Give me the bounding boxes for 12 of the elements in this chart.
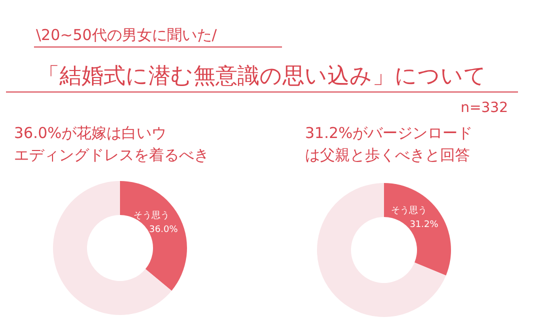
text: \20~50代の男女に聞いた/ bbox=[36, 26, 218, 44]
donut-slice bbox=[384, 183, 451, 276]
chart-title: 31.2%がバージンロードは父親と歩くべきと回答 bbox=[305, 124, 473, 164]
chart-title: 36.0%が花嫁は白いウエディングドレスを着るべき bbox=[14, 124, 209, 164]
slice-label: そう思う bbox=[391, 205, 428, 216]
slice-label: そう思う bbox=[133, 210, 170, 221]
donut-slice bbox=[317, 183, 446, 317]
donut-slice bbox=[120, 181, 187, 291]
data-label: 31.2% bbox=[410, 220, 439, 230]
text: n=332 bbox=[460, 100, 508, 116]
data-label: 36.0% bbox=[149, 224, 178, 235]
text: 「結婚式に潜む無意識の思い込み」について bbox=[38, 64, 486, 89]
